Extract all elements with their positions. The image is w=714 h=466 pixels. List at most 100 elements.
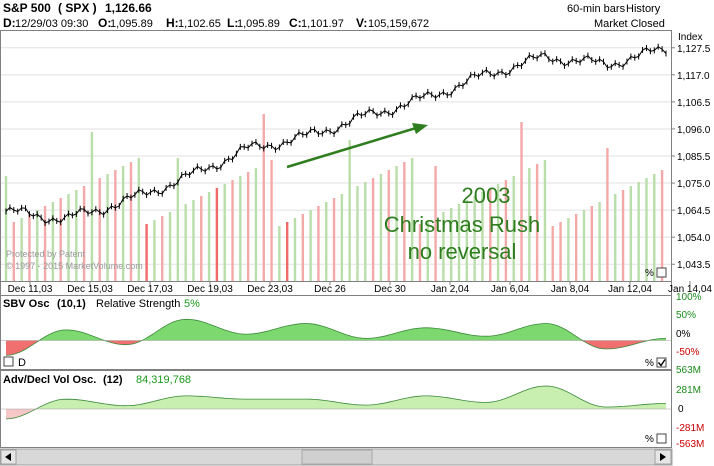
volume-bar <box>473 196 476 281</box>
volume-bar <box>137 158 140 281</box>
price-axis-ticks: 1,127.5 1,117.0 1,106.5 1,096.0 1,085.5 1,075… <box>671 44 711 271</box>
date-tick-label: Dec 11,03 <box>8 284 53 295</box>
bar-type[interactable]: 60-min bars <box>567 3 626 15</box>
sbv-tick-0: 0% <box>676 329 691 340</box>
volume-bar <box>629 186 633 281</box>
history-mode[interactable]: History <box>626 3 661 15</box>
volume-bar <box>457 204 461 281</box>
price-percent-checkbox[interactable] <box>656 267 667 278</box>
advdecl-oscillator-area <box>1 385 671 420</box>
volume-bar <box>481 192 484 281</box>
date-label: D: <box>3 16 16 30</box>
volume-bar <box>637 182 640 281</box>
date-tick-label: Dec 30 <box>374 284 406 295</box>
sbv-percent-checkbox[interactable] <box>656 357 667 368</box>
date-tick-label: Jan 6,04 <box>491 284 530 295</box>
scroll-left-icon <box>5 453 11 461</box>
sbv-percent-label: % <box>645 358 654 369</box>
volume-bar <box>528 168 531 281</box>
volume-bar <box>348 140 351 281</box>
volume-bar <box>168 212 172 281</box>
price-percent-label: % <box>645 268 654 279</box>
price-line <box>5 46 667 224</box>
volume-bar <box>215 188 219 281</box>
price-tick-label: 1,106.5 <box>677 98 711 109</box>
volume-bar <box>262 114 265 281</box>
symbol-title: S&P 500 <box>3 1 51 15</box>
advdecl-tick-563: 563M <box>676 365 701 376</box>
sbv-params: (10,1) <box>57 298 86 310</box>
oscillator-line <box>5 318 667 356</box>
price-tick-label: 1,054.0 <box>677 233 711 244</box>
volume-bar <box>254 168 258 281</box>
watermark-patent: Protected by Patent <box>6 249 86 259</box>
volume-bar <box>418 224 422 281</box>
advdecl-percent-label: % <box>645 434 654 445</box>
volume-bar <box>51 202 55 281</box>
volume-bar <box>442 212 445 281</box>
volume-bar <box>207 192 211 281</box>
volume-bar <box>403 162 406 281</box>
volume-bar <box>129 162 133 281</box>
advdecl-tick-neg563: -563M <box>676 439 704 450</box>
volume-bar <box>301 214 305 281</box>
volume-bar <box>598 202 601 281</box>
price-tick-label: 1,064.5 <box>677 206 711 217</box>
oscillator-line <box>5 385 666 420</box>
price-tick-label: 1,096.0 <box>677 125 711 136</box>
trend-arrow-head <box>412 123 428 134</box>
volume-bar <box>410 158 414 281</box>
volume-bar <box>387 170 390 281</box>
volume-bar <box>145 224 148 281</box>
date-tick-label: Dec 23,03 <box>247 284 293 295</box>
volume-bar <box>653 174 656 281</box>
sbv-d-checkbox[interactable] <box>3 356 14 367</box>
volume-bar <box>90 132 94 281</box>
annotation-subtitle: no reversal <box>408 239 517 264</box>
volume-bar <box>43 206 47 281</box>
sbv-d-label: D <box>18 357 26 369</box>
date-tick-label: Dec 15,03 <box>67 284 113 295</box>
sbv-value: 5% <box>184 298 200 310</box>
volume-bar <box>75 190 78 281</box>
advdecl-tick-neg281: -281M <box>676 423 704 434</box>
price-tick-label: 1,075.0 <box>677 179 711 190</box>
price-gridlines <box>1 47 671 265</box>
volume-bar <box>270 160 273 281</box>
market-status: Market Closed <box>594 18 665 30</box>
sbv-tick-50: 50% <box>676 310 696 321</box>
volume-bar <box>551 226 554 281</box>
last-price: 1,126.66 <box>105 1 152 15</box>
volume-label: V: <box>356 16 367 30</box>
advdecl-value: 84,319,768 <box>136 374 191 386</box>
volume-bar <box>450 208 453 281</box>
volume-bar <box>535 164 539 281</box>
volume-bar <box>106 174 109 281</box>
volume-bar <box>582 210 586 281</box>
open-label: O: <box>98 16 111 30</box>
volume-bar <box>98 178 101 281</box>
volume-bar <box>520 122 523 281</box>
volume-value: 105,159,672 <box>368 18 429 30</box>
trend-arrow <box>286 126 417 169</box>
volume-bar <box>114 170 117 281</box>
volume-bar <box>231 180 234 281</box>
price-tick-label: 1,085.5 <box>677 152 711 163</box>
date-tick-label: Jan 14,04 <box>668 284 712 295</box>
volume-bar <box>176 158 180 281</box>
date-tick-label: Dec 19,03 <box>187 284 233 295</box>
volume-bar <box>59 198 62 281</box>
volume-bar <box>371 178 375 281</box>
sbv-oscillator-area <box>1 318 671 356</box>
oscillator-negative-area <box>6 340 666 356</box>
sbv-tick-100: 100% <box>676 292 702 303</box>
volume-bar <box>356 186 359 281</box>
volume-bar <box>340 194 344 281</box>
advdecl-percent-checkbox[interactable] <box>656 433 667 444</box>
scrollbar-thumb[interactable] <box>301 449 373 465</box>
volume-bar <box>489 188 492 281</box>
sbv-tick-neg50: -50% <box>676 347 699 358</box>
price-tick-label: 1,117.0 <box>677 71 710 82</box>
volume-bar <box>496 184 500 281</box>
